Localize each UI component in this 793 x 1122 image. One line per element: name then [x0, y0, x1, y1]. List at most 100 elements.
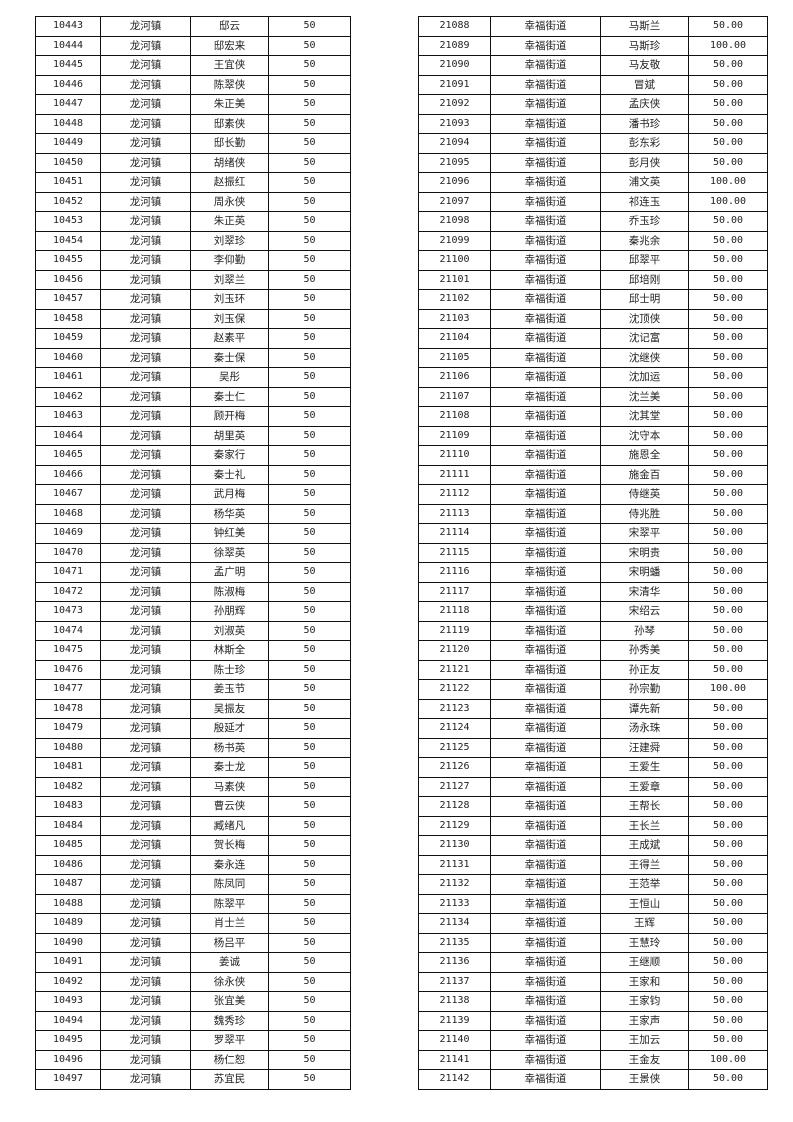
table-row: 10471 龙河镇 孟广明 50: [35, 562, 351, 583]
district-cell: 幸福街道: [490, 581, 601, 602]
name-cell: 沈记富: [600, 328, 689, 349]
table-row: 10447 龙河镇 朱正美 50: [35, 94, 351, 115]
amount-cell: 50: [268, 737, 351, 758]
table-row: 10459 龙河镇 赵素平 50: [35, 328, 351, 349]
amount-cell: 50.00: [688, 464, 768, 485]
id-cell: 10466: [35, 464, 101, 485]
district-cell: 龙河镇: [100, 172, 191, 193]
name-cell: 王得兰: [600, 854, 689, 875]
district-cell: 幸福街道: [490, 347, 601, 368]
table-row: 10491 龙河镇 姜诚 50: [35, 952, 351, 973]
district-cell: 龙河镇: [100, 230, 191, 251]
name-cell: 沈顶侠: [600, 308, 689, 329]
name-cell: 顾开梅: [190, 406, 269, 427]
table-row: 21094 幸福街道 彭东彩 50.00: [418, 133, 768, 154]
amount-cell: 50.00: [688, 113, 768, 134]
name-cell: 邱培刚: [600, 269, 689, 290]
amount-cell: 50: [268, 874, 351, 895]
name-cell: 邸宏来: [190, 35, 269, 56]
amount-cell: 50: [268, 1049, 351, 1070]
id-cell: 10490: [35, 932, 101, 953]
id-cell: 21119: [418, 620, 491, 641]
name-cell: 孙琴: [600, 620, 689, 641]
id-cell: 10453: [35, 211, 101, 232]
amount-cell: 50: [268, 464, 351, 485]
amount-cell: 50: [268, 542, 351, 563]
amount-cell: 50.00: [688, 698, 768, 719]
name-cell: 罗翠平: [190, 1030, 269, 1051]
name-cell: 陈翠侠: [190, 74, 269, 95]
amount-cell: 100.00: [688, 679, 768, 700]
district-cell: 幸福街道: [490, 308, 601, 329]
amount-cell: 50.00: [688, 913, 768, 934]
district-cell: 龙河镇: [100, 308, 191, 329]
table-row: 21108 幸福街道 沈其堂 50.00: [418, 406, 768, 427]
district-cell: 幸福街道: [490, 328, 601, 349]
name-cell: 王慧玲: [600, 932, 689, 953]
id-cell: 21091: [418, 74, 491, 95]
name-cell: 王继顺: [600, 952, 689, 973]
district-cell: 龙河镇: [100, 386, 191, 407]
table-row: 10479 龙河镇 殷延才 50: [35, 718, 351, 739]
name-cell: 赵振红: [190, 172, 269, 193]
id-cell: 21108: [418, 406, 491, 427]
id-cell: 10462: [35, 386, 101, 407]
name-cell: 刘翠兰: [190, 269, 269, 290]
id-cell: 21136: [418, 952, 491, 973]
name-cell: 王爱生: [600, 757, 689, 778]
table-row: 21118 幸福街道 宋绍云 50.00: [418, 601, 768, 622]
table-row: 10464 龙河镇 胡里英 50: [35, 425, 351, 446]
amount-cell: 50: [268, 484, 351, 505]
amount-cell: 50.00: [688, 737, 768, 758]
id-cell: 10486: [35, 854, 101, 875]
id-cell: 10476: [35, 659, 101, 680]
table-row: 10481 龙河镇 秦士龙 50: [35, 757, 351, 778]
table-row: 10477 龙河镇 姜玉节 50: [35, 679, 351, 700]
id-cell: 21140: [418, 1030, 491, 1051]
id-cell: 21092: [418, 94, 491, 115]
id-cell: 10480: [35, 737, 101, 758]
table-row: 21110 幸福街道 施恩全 50.00: [418, 445, 768, 466]
name-cell: 潘书珍: [600, 113, 689, 134]
district-cell: 龙河镇: [100, 250, 191, 271]
name-cell: 陈翠平: [190, 893, 269, 914]
id-cell: 21131: [418, 854, 491, 875]
id-cell: 10472: [35, 581, 101, 602]
table-row: 21101 幸福街道 邱培刚 50.00: [418, 269, 768, 290]
table-row: 10444 龙河镇 邸宏来 50: [35, 35, 351, 56]
district-cell: 龙河镇: [100, 445, 191, 466]
amount-cell: 50: [268, 932, 351, 953]
amount-cell: 50: [268, 854, 351, 875]
id-cell: 10474: [35, 620, 101, 641]
table-row: 10454 龙河镇 刘翠珍 50: [35, 230, 351, 251]
name-cell: 王成斌: [600, 835, 689, 856]
name-cell: 邱翠平: [600, 250, 689, 271]
table-row: 10472 龙河镇 陈淑梅 50: [35, 581, 351, 602]
id-cell: 10489: [35, 913, 101, 934]
district-cell: 龙河镇: [100, 1010, 191, 1031]
id-cell: 10455: [35, 250, 101, 271]
district-cell: 幸福街道: [490, 971, 601, 992]
id-cell: 10460: [35, 347, 101, 368]
id-cell: 10491: [35, 952, 101, 973]
district-cell: 龙河镇: [100, 211, 191, 232]
amount-cell: 50: [268, 152, 351, 173]
amount-cell: 50.00: [688, 718, 768, 739]
district-cell: 龙河镇: [100, 620, 191, 641]
district-cell: 龙河镇: [100, 562, 191, 583]
amount-cell: 50.00: [688, 581, 768, 602]
district-cell: 幸福街道: [490, 718, 601, 739]
id-cell: 21142: [418, 1069, 491, 1090]
district-cell: 龙河镇: [100, 152, 191, 173]
table-row: 21114 幸福街道 宋翠平 50.00: [418, 523, 768, 544]
name-cell: 殷延才: [190, 718, 269, 739]
name-cell: 杨吕平: [190, 932, 269, 953]
name-cell: 彭月侠: [600, 152, 689, 173]
district-cell: 幸福街道: [490, 269, 601, 290]
id-cell: 21105: [418, 347, 491, 368]
name-cell: 邸素侠: [190, 113, 269, 134]
table-row: 10470 龙河镇 徐翠英 50: [35, 542, 351, 563]
id-cell: 21089: [418, 35, 491, 56]
name-cell: 沈守本: [600, 425, 689, 446]
id-cell: 21135: [418, 932, 491, 953]
